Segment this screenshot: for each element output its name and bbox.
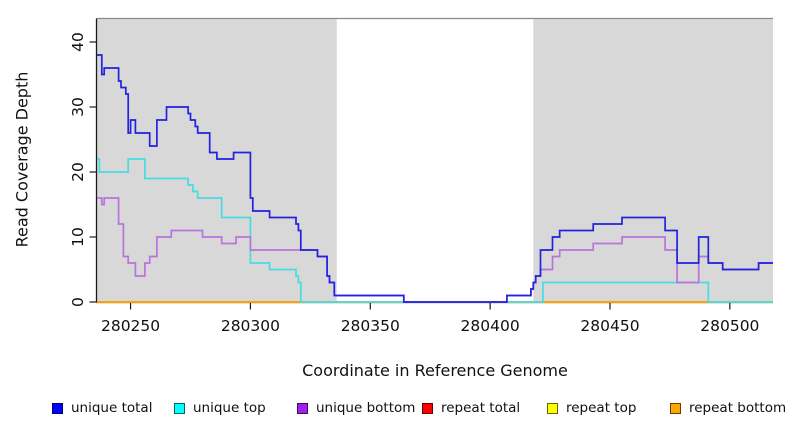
x-tick-label: 280400 <box>461 317 520 335</box>
unique-top-swatch <box>174 402 185 414</box>
y-tick-label: 40 <box>69 32 87 52</box>
x-tick-label: 280300 <box>221 317 280 335</box>
repeat-region-shading <box>97 19 337 302</box>
y-tick-label: 20 <box>69 162 87 182</box>
x-tick-label: 280450 <box>580 317 639 335</box>
shaded-repeat-regions <box>96 17 773 302</box>
series-line-unique-total <box>97 54 773 303</box>
legend-item-repeat-bottom: repeat bottom <box>670 399 786 417</box>
repeat-top-swatch <box>547 402 558 414</box>
legend-item-repeat-total: repeat total <box>422 399 520 417</box>
y-tick-label: 10 <box>69 227 87 247</box>
unique-bottom-swatch <box>297 402 308 414</box>
repeat-bottom-swatch <box>670 402 681 414</box>
legend-label: unique top <box>193 400 266 416</box>
legend-label: repeat top <box>566 400 637 416</box>
legend-label: repeat total <box>441 400 521 416</box>
unique-total-swatch <box>52 402 63 414</box>
y-tick-label: 30 <box>69 97 87 117</box>
y-tick-label: 0 <box>69 297 87 307</box>
coverage-plot: 280250 280300 280350 280400 280450 280500 0 10 2… <box>69 17 773 335</box>
tick-labels: 280250 280300 280350 280400 280450 280500 0 10 2… <box>69 32 759 335</box>
legend-label: unique total <box>71 400 153 416</box>
legend-item-unique-top: unique top <box>174 399 266 417</box>
repeat-region-shading <box>533 19 773 302</box>
x-tick-label: 280250 <box>101 317 160 335</box>
legend-item-repeat-top: repeat top <box>547 399 636 417</box>
legend-item-unique-total: unique total <box>52 399 152 417</box>
legend: unique total unique top unique bottom re… <box>0 399 792 421</box>
coverage-series-lines <box>97 54 773 303</box>
y-axis-title: Read Coverage Depth <box>12 71 32 248</box>
legend-label: repeat bottom <box>689 400 787 416</box>
series-line-unique-top <box>97 158 773 303</box>
x-axis-title: Coordinate in Reference Genome <box>302 361 568 380</box>
x-tick-label: 280350 <box>341 317 400 335</box>
repeat-total-swatch <box>422 402 433 414</box>
x-tick-label: 280500 <box>700 317 759 335</box>
legend-label: unique bottom <box>316 400 416 416</box>
legend-item-unique-bottom: unique bottom <box>297 399 415 417</box>
